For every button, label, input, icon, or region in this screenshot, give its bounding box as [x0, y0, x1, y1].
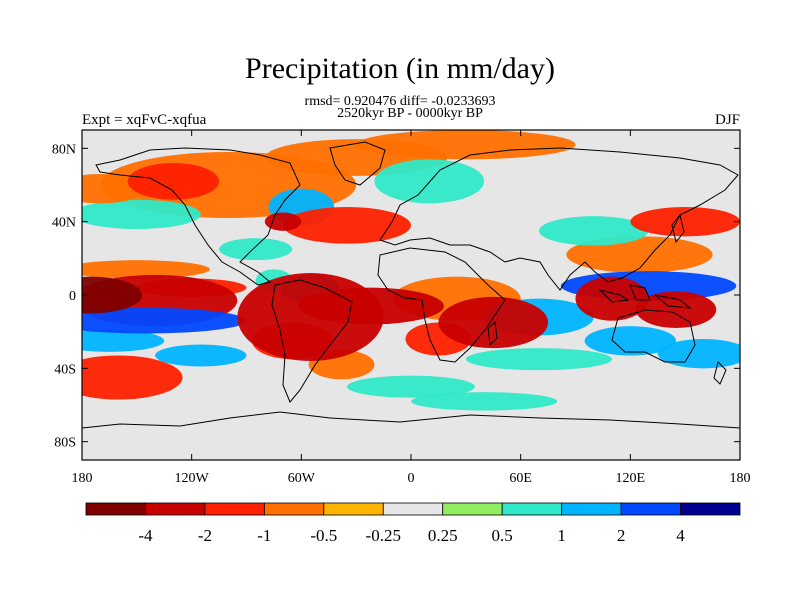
- anomaly-region: [82, 355, 183, 400]
- colorbar-swatch: [85, 502, 146, 516]
- coastlines: [82, 141, 740, 429]
- colorbar-swatch: [263, 502, 325, 516]
- anomaly-region: [657, 339, 740, 369]
- anomaly-region: [465, 348, 613, 371]
- colorbar-swatch: [680, 502, 741, 516]
- chart-title: Precipitation (in mm/day): [245, 52, 555, 85]
- anomaly-region: [374, 159, 485, 204]
- x-tick-label: 120E: [616, 471, 646, 486]
- x-tick-label: 180: [730, 471, 751, 486]
- colorbar-label: 4: [676, 526, 685, 545]
- anomaly-region: [127, 163, 220, 200]
- x-axis: 180 120W 60W 0 60E 120E 180: [72, 130, 751, 486]
- stats-line: rmsd= 0.920476 diff= -0.0233693: [304, 94, 496, 109]
- anomaly-region: [584, 326, 677, 356]
- anomaly-region: [347, 375, 475, 398]
- anomaly-region: [635, 291, 717, 328]
- y-tick-label: 80S: [54, 436, 76, 451]
- anomaly-region: [575, 276, 649, 321]
- anomaly-region: [82, 307, 247, 334]
- colorbar-swatch: [561, 502, 622, 516]
- colorbar-label: -4: [138, 526, 153, 545]
- colorbar-swatch: [620, 502, 681, 516]
- x-tick-label: 0: [408, 471, 415, 486]
- colorbar-swatch: [323, 502, 384, 516]
- x-tick-label: 60W: [288, 471, 316, 486]
- y-tick-label: 40N: [52, 216, 76, 231]
- x-tick-label: 60E: [509, 471, 532, 486]
- experiment-label: Expt = xqFvC-xqfua: [82, 112, 207, 128]
- colorbar-label: 0.25: [428, 526, 458, 545]
- colorbar-swatch: [442, 502, 503, 516]
- x-tick-label: 180: [72, 471, 93, 486]
- anomaly-region: [566, 236, 713, 273]
- anomaly-region: [155, 344, 247, 367]
- anomaly-region: [438, 296, 549, 349]
- y-tick-label: 0: [69, 289, 76, 304]
- colorbar-swatch: [145, 502, 206, 516]
- anomaly-region: [219, 238, 293, 261]
- x-tick-label: 120W: [175, 471, 210, 486]
- anomaly-region: [82, 276, 143, 314]
- colorbar-label: -0.5: [310, 526, 337, 545]
- anomaly-region: [356, 130, 576, 160]
- colorbar-label: 0.5: [492, 526, 513, 545]
- colorbar-label: 1: [557, 526, 566, 545]
- anomaly-region: [297, 287, 444, 325]
- anomaly-region: [283, 207, 411, 244]
- y-tick-label: 80N: [52, 142, 76, 157]
- colorbar: -4 -2 -1 -0.5 -0.25 0.25 0.5 1 2 4: [85, 502, 741, 545]
- colorbar-label: -1: [257, 526, 271, 545]
- colorbar-label: 2: [617, 526, 626, 545]
- colorbar-swatch: [382, 502, 444, 516]
- period-line: 2520kyr BP - 0000kyr BP: [337, 106, 483, 121]
- season-label: DJF: [714, 112, 740, 128]
- y-axis: 80N 40N 0 40S 80S: [52, 142, 740, 451]
- anomaly-field: [82, 130, 740, 411]
- colorbar-label: -2: [198, 526, 212, 545]
- anomaly-region: [630, 207, 740, 237]
- anomaly-region: [538, 216, 649, 246]
- anomaly-region: [411, 392, 558, 411]
- colorbar-swatch: [204, 502, 265, 516]
- colorbar-swatch: [501, 502, 563, 516]
- y-tick-label: 40S: [54, 362, 76, 377]
- anomaly-region: [82, 329, 165, 352]
- anomaly-region: [82, 260, 210, 279]
- colorbar-label: -0.25: [366, 526, 401, 545]
- anomaly-region: [82, 199, 201, 229]
